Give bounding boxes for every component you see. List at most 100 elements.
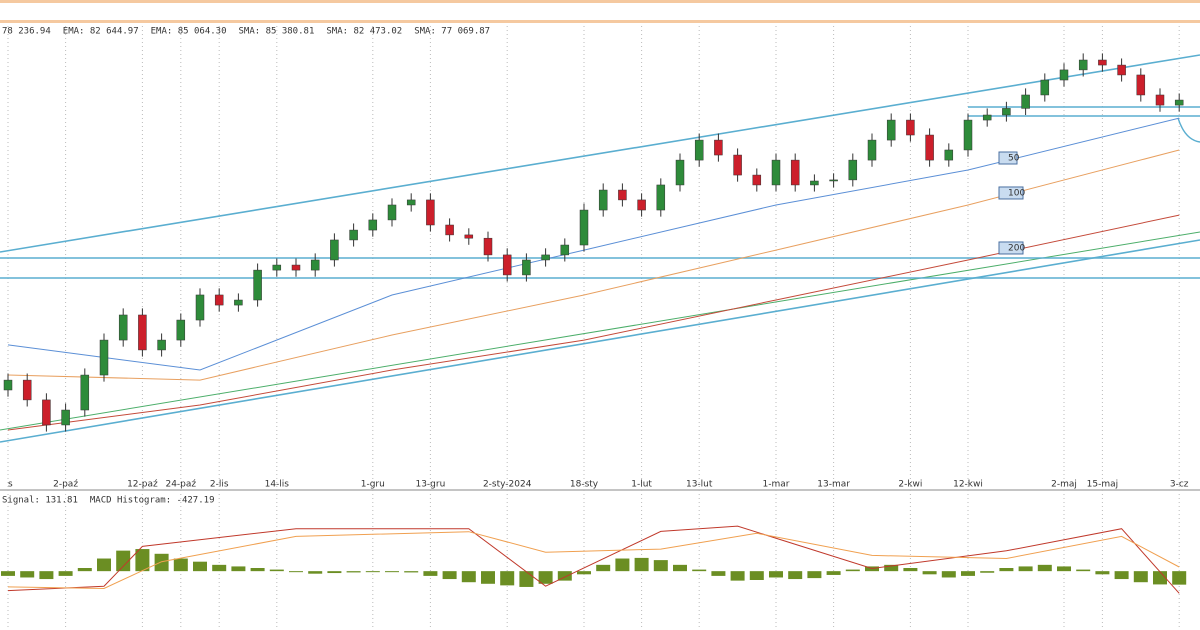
line-label-box <box>998 186 1024 200</box>
x-tick-label: 2-sty-2024 <box>483 480 532 490</box>
histogram-bar <box>1057 566 1071 572</box>
candle-body <box>176 319 186 341</box>
candle-body <box>1078 59 1088 71</box>
candle-body <box>502 254 512 276</box>
candle-body <box>637 199 646 211</box>
drawings <box>0 54 1200 443</box>
candle-body <box>3 379 13 391</box>
top-bar <box>0 20 1200 23</box>
histogram-bar <box>481 571 495 584</box>
indicator-value: EMA: 82 644.97 <box>63 27 139 37</box>
x-tick-label: 2-paź <box>53 480 78 490</box>
top-bar <box>0 0 1200 3</box>
histogram-bar <box>538 571 553 584</box>
candle-body <box>426 199 435 226</box>
histogram-bar <box>519 571 534 587</box>
candle-body <box>560 244 570 256</box>
x-tick-label: s <box>8 480 13 490</box>
indicator-value: MACD Histogram: -427.19 <box>90 496 215 506</box>
candle-body <box>99 339 109 376</box>
histogram-bar <box>116 550 131 572</box>
candle-body <box>291 264 301 271</box>
candle-body <box>310 259 320 271</box>
histogram-bar <box>1 571 15 576</box>
histogram-bar <box>730 571 745 581</box>
x-tick-label: 13-lut <box>686 480 713 490</box>
histogram-bar <box>999 568 1014 572</box>
candle-body <box>61 409 70 426</box>
candle-body <box>944 149 954 161</box>
marks: 50 100 200 <box>1 53 1187 594</box>
histogram-bar <box>692 569 707 572</box>
indicator-line <box>7 525 1180 594</box>
histogram-bar <box>653 560 668 572</box>
candle-body <box>195 294 205 321</box>
histogram-bar <box>807 571 822 579</box>
candle-body <box>1098 59 1107 66</box>
histogram-bar <box>442 571 457 580</box>
line-label: 100 <box>1008 188 1025 198</box>
indicator-value: 78 236.94 <box>2 27 51 37</box>
x-tick-label: 1-mar <box>763 480 790 490</box>
candle-body <box>1002 108 1011 116</box>
histogram-bar <box>39 571 54 580</box>
candle-body <box>253 269 262 301</box>
histogram-bar <box>154 553 169 572</box>
histogram-bar <box>20 571 35 578</box>
candle-body <box>406 199 416 206</box>
candle-body <box>22 379 32 401</box>
histogram-bar <box>1172 571 1187 585</box>
x-tick-label: 1-gru <box>361 480 385 490</box>
indicator-value: SMA: 82 473.02 <box>326 27 402 37</box>
histogram-bar <box>577 571 591 575</box>
candle-body <box>522 259 531 276</box>
candle-body <box>618 189 627 201</box>
candle-body <box>368 219 378 231</box>
candle-body <box>771 159 781 186</box>
histogram-bar <box>941 571 956 578</box>
histogram-bar <box>97 558 111 572</box>
trend-line <box>0 54 1200 253</box>
trend-line <box>0 231 1200 431</box>
histogram-bar <box>1114 571 1129 580</box>
histogram-bar <box>903 568 918 572</box>
histogram-bar <box>1037 564 1052 572</box>
candle-body <box>138 314 147 351</box>
histogram-bar <box>212 564 227 572</box>
histogram-bar <box>788 571 803 580</box>
indicator-value: Signal: 131.81 <box>2 496 78 506</box>
histogram-bar <box>596 564 611 572</box>
candle-body <box>694 139 704 161</box>
candle-body <box>790 159 800 186</box>
arc <box>1177 117 1200 143</box>
candle-body <box>906 119 915 136</box>
indicator-line <box>7 531 1180 590</box>
x-tick-label: 12-kwi <box>953 480 983 490</box>
indicator-value: EMA: 85 064.30 <box>151 27 227 37</box>
candle-body <box>42 399 51 426</box>
candle-body <box>810 180 819 186</box>
candle-body <box>1021 94 1030 109</box>
candle-body <box>867 139 877 161</box>
histogram-bar <box>1076 569 1091 572</box>
x-tick-label: 3-cz <box>1170 480 1189 490</box>
candle-body <box>464 234 474 239</box>
candle-body <box>829 179 838 182</box>
x-tick-label: 2-lis <box>210 480 229 490</box>
candle-body <box>157 339 166 351</box>
candle-body <box>982 114 992 121</box>
histogram-bar <box>711 571 726 576</box>
candle-body <box>1040 79 1050 96</box>
candle-body <box>330 239 339 261</box>
histogram-bar <box>135 549 150 572</box>
histogram-bar <box>1095 571 1110 575</box>
candle-body <box>234 299 243 306</box>
histogram-bar <box>557 571 572 581</box>
x-tick-label: 2-maj <box>1051 480 1077 490</box>
histogram-bar <box>634 557 649 572</box>
candle-body <box>272 264 282 271</box>
indicator-value: SMA: 77 069.87 <box>414 27 490 37</box>
histogram-bar <box>58 571 73 576</box>
